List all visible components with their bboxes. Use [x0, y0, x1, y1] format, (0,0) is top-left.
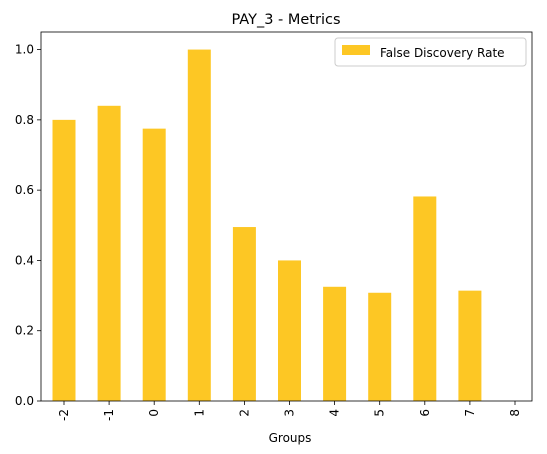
x-tick-label: 2	[237, 409, 251, 417]
x-axis-title: Groups	[269, 431, 312, 445]
legend-label: False Discovery Rate	[380, 46, 505, 60]
y-tick-label: 1.0	[15, 43, 34, 57]
bar-4	[323, 286, 347, 401]
x-tick-label: 8	[508, 409, 522, 417]
plot-frame	[40, 31, 533, 402]
legend: False Discovery Rate	[334, 37, 527, 67]
bar-2	[232, 227, 256, 401]
y-tick-label: 0.4	[15, 253, 34, 267]
chart-title: PAY_3 - Metrics	[231, 12, 340, 28]
legend-frame	[334, 37, 527, 67]
x-tick-label: 6	[418, 409, 432, 417]
y-tick-label: 0.2	[15, 324, 34, 338]
y-tick-label: 0.0	[15, 394, 34, 408]
bar--2	[52, 119, 76, 401]
bar--1	[97, 105, 121, 402]
x-tick-label: -1	[102, 409, 116, 421]
bars-group	[52, 49, 482, 402]
legend-swatch	[342, 45, 370, 55]
y-axis: 0.0 0.2 0.4 0.6 0.8 1.0	[15, 43, 41, 408]
x-tick-label: 5	[373, 409, 387, 417]
y-tick-label: 0.8	[15, 113, 34, 127]
bar-0	[142, 128, 166, 401]
x-tick-label: 4	[328, 409, 342, 417]
y-tick-label: 0.6	[15, 183, 34, 197]
bar-7	[458, 290, 482, 401]
x-tick-label: 1	[192, 409, 206, 417]
x-tick-label: 0	[147, 409, 161, 417]
bar-3	[278, 260, 301, 401]
bar-5	[368, 292, 392, 401]
x-axis: -2 -1 0 1 2 3 4 5 6 7 8	[57, 401, 522, 421]
x-tick-label: -2	[57, 409, 71, 421]
x-tick-label: 7	[463, 409, 477, 417]
bar-1	[187, 49, 211, 401]
bar-6	[413, 196, 437, 401]
x-tick-label: 3	[283, 409, 297, 417]
